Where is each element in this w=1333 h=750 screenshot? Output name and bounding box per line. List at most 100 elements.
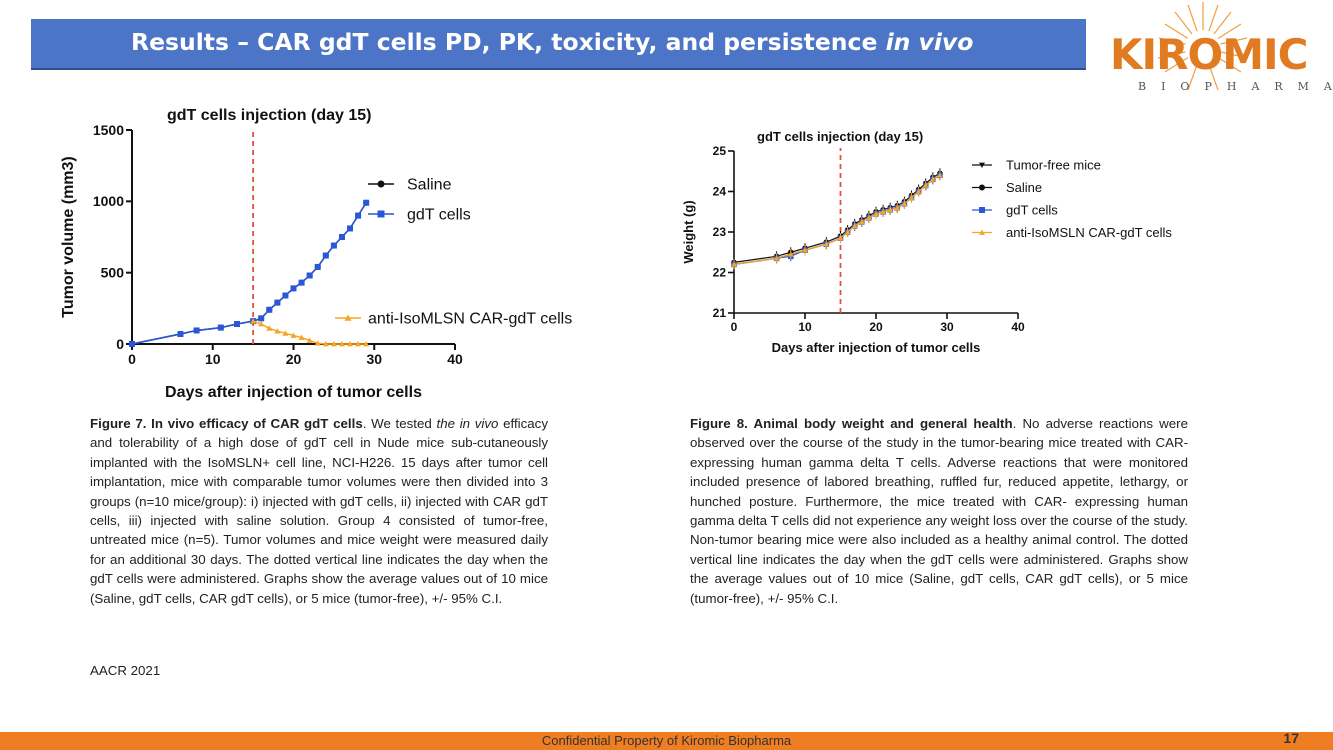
- legend-label: Saline: [1006, 180, 1042, 195]
- slide-title-main: Results – CAR gdT cells PD, PK, toxicity…: [131, 28, 886, 56]
- legend-marker-1: [979, 184, 985, 191]
- legend-label: anti-IsoMSLN CAR-gdT cells: [1006, 225, 1172, 240]
- x-tick-label: 30: [366, 351, 382, 367]
- data-point: [233, 321, 240, 328]
- data-point: [322, 341, 329, 347]
- data-point: [837, 235, 844, 241]
- y-tick-label: 500: [101, 265, 125, 281]
- y-tick-label: 24: [713, 185, 727, 199]
- x-tick-label: 10: [798, 320, 812, 334]
- figure7-caption-text1: . We tested: [362, 416, 437, 431]
- y-axis-label: Tumor volume (mm3): [60, 156, 77, 318]
- series-line-0: [733, 174, 941, 265]
- data-point: [258, 321, 265, 327]
- y-tick-label: 1500: [93, 122, 124, 138]
- y-tick-label: 1000: [93, 193, 124, 209]
- data-point: [355, 212, 362, 219]
- chart-title: gdT cells injection (day 15): [757, 129, 923, 144]
- figure8-caption-text: . No adverse reactions were observed ove…: [690, 416, 1188, 606]
- series-line-0: [131, 202, 367, 345]
- legend-marker-2: [344, 314, 352, 321]
- data-point: [937, 172, 943, 178]
- legend-marker-2: [979, 207, 985, 213]
- data-point: [314, 263, 321, 270]
- y-tick-label: 22: [713, 266, 727, 280]
- figure7-caption-text2: efficacy and tolerability of a high dose…: [90, 416, 548, 606]
- data-point: [322, 252, 329, 259]
- chart-title: gdT cells injection (day 15): [167, 107, 372, 124]
- x-tick-label: 20: [869, 320, 883, 334]
- legend-label: gdT cells: [407, 207, 471, 224]
- legend-marker-0: [377, 180, 385, 188]
- data-point: [859, 219, 865, 225]
- data-point: [915, 188, 922, 194]
- legend-label: Saline: [407, 177, 452, 194]
- x-tick-label: 10: [205, 351, 221, 367]
- figure7-caption-bold: Figure 7. In vivo efficacy of CAR gdT ce…: [90, 416, 363, 431]
- data-point: [347, 225, 354, 232]
- y-tick-label: 23: [713, 225, 727, 239]
- data-point: [306, 337, 313, 343]
- data-point: [347, 341, 354, 347]
- y-axis-label: Weight (g): [681, 200, 696, 263]
- data-point: [258, 315, 265, 322]
- data-point: [298, 279, 305, 286]
- x-tick-label: 40: [447, 351, 463, 367]
- logo-wordmark: KIROMIC: [1110, 30, 1308, 79]
- legend-marker-3: [979, 229, 985, 235]
- figure8-caption-bold: Figure 8. Animal body weight and general…: [690, 416, 1013, 431]
- data-point: [922, 182, 929, 188]
- data-point: [298, 334, 305, 340]
- series-line-1: [733, 172, 941, 263]
- kiromic-logo: KIROMIC BIOPHARMA: [1098, 0, 1333, 100]
- y-tick-label: 25: [713, 144, 727, 158]
- data-point: [823, 241, 830, 247]
- tumor-volume-chart: gdT cells injection (day 15) 0 10 20 30 40 0 50…: [55, 95, 615, 405]
- data-point: [338, 234, 345, 240]
- slide-title-italic: in vivo: [885, 28, 974, 56]
- data-point: [193, 327, 200, 334]
- data-point: [306, 272, 313, 279]
- data-point: [250, 318, 257, 324]
- body-weight-chart: gdT cells injection (day 15) 0 10 20 30 40 21 2…: [680, 120, 1240, 365]
- legend-label: anti-IsoMLSN CAR-gdT cells: [368, 311, 572, 328]
- figure7-caption-italic: the in vivo: [436, 416, 499, 431]
- legend-marker-1: [377, 210, 385, 218]
- figure7-caption: Figure 7. In vivo efficacy of CAR gdT ce…: [90, 414, 548, 608]
- data-point: [330, 242, 337, 249]
- data-point: [363, 199, 370, 206]
- slide-title-bar: Results – CAR gdT cells PD, PK, toxicity…: [31, 19, 1086, 70]
- data-point: [788, 251, 794, 257]
- data-point: [177, 331, 184, 338]
- tumor-volume-svg: gdT cells injection (day 15) 0 10 20 30 40 0 50…: [60, 107, 572, 401]
- legend-marker-0: [979, 162, 985, 168]
- data-point: [901, 200, 908, 206]
- legend-label: Tumor-free mice: [1006, 158, 1101, 173]
- series-line-2: [733, 174, 941, 265]
- data-point: [802, 247, 808, 253]
- legend-label: gdT cells: [1006, 203, 1058, 218]
- data-point: [290, 285, 297, 292]
- series-line-3: [733, 174, 941, 265]
- data-point: [217, 324, 224, 331]
- data-point: [880, 208, 886, 214]
- data-point: [731, 261, 737, 267]
- data-point: [773, 255, 780, 261]
- x-axis-label: Days after injection of tumor cells: [772, 340, 981, 355]
- data-point: [866, 215, 872, 221]
- x-tick-label: 0: [731, 320, 738, 334]
- sunburst-icon: [1157, 2, 1249, 91]
- logo-subtitle: BIOPHARMA: [1138, 80, 1333, 93]
- data-point: [274, 299, 281, 306]
- data-point: [851, 223, 858, 229]
- y-tick-label: 0: [116, 336, 124, 352]
- figure8-caption: Figure 8. Animal body weight and general…: [690, 414, 1188, 608]
- x-tick-label: 30: [940, 320, 954, 334]
- x-axis-label: Days after injection of tumor cells: [165, 384, 422, 401]
- data-point: [908, 194, 915, 200]
- footer-text: Confidential Property of Kiromic Biophar…: [541, 733, 792, 748]
- data-point: [844, 229, 851, 235]
- data-point: [330, 341, 337, 347]
- y-tick-label: 21: [713, 306, 727, 320]
- data-point: [873, 210, 879, 217]
